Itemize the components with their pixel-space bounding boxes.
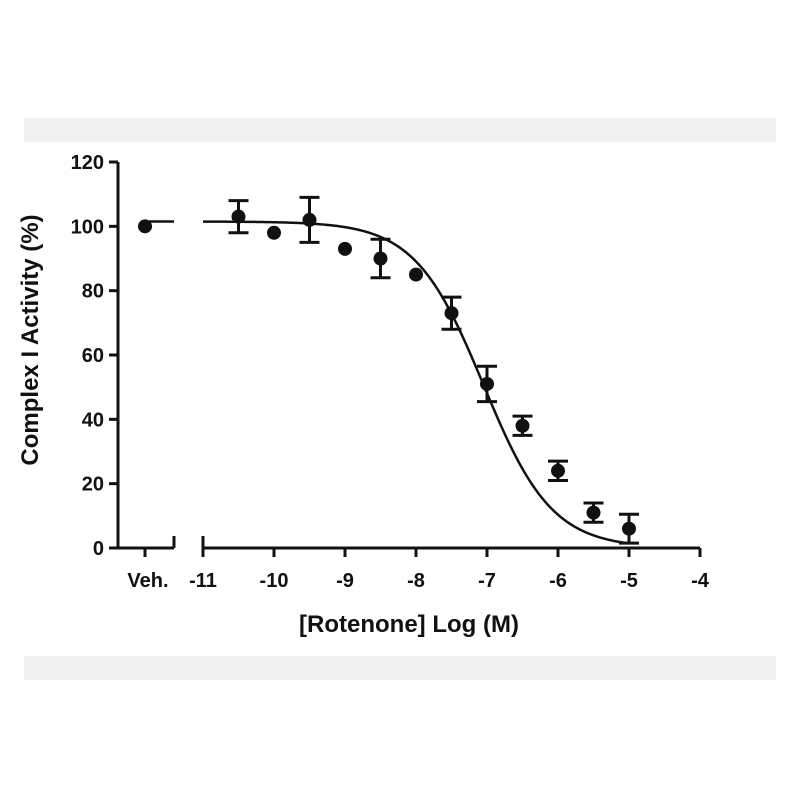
x-tick-label: -11	[189, 570, 217, 592]
x-tick-label: -6	[549, 570, 567, 592]
bottom-band	[24, 656, 776, 680]
vehicle-data-point	[138, 219, 152, 234]
data-point	[480, 376, 494, 391]
vehicle-tick: Veh.	[127, 548, 169, 592]
fit-curve	[149, 220, 630, 545]
x-tick-label: -7	[478, 570, 496, 592]
x-ticks: -11 -10 -9 -8 -7 -6 -5 -4	[172, 536, 710, 592]
y-axis-title: Complex I Activity (%)	[17, 214, 44, 465]
fit-curve-line	[203, 220, 630, 545]
y-tick-label: 40	[82, 409, 104, 431]
y-ticks: 0 20 40 60 80 100 120	[71, 152, 118, 560]
x-tick-label: -8	[407, 570, 425, 592]
data-point	[338, 241, 352, 256]
y-tick-label: 60	[82, 345, 104, 367]
y-tick-label: 120	[71, 152, 104, 174]
y-tick-label: 20	[82, 474, 104, 496]
data-point	[267, 225, 281, 240]
data-point	[444, 306, 459, 321]
data-point	[515, 418, 530, 433]
vehicle-tick-label: Veh.	[127, 570, 168, 592]
error-bars	[228, 195, 639, 545]
data-point	[586, 505, 601, 520]
y-tick-label: 80	[82, 281, 104, 303]
x-tick-label: -4	[691, 570, 710, 592]
x-tick-label: -9	[336, 570, 354, 592]
x-tick-label: -5	[620, 570, 638, 592]
data-point	[231, 209, 246, 224]
data-point	[409, 267, 423, 282]
y-tick-label: 0	[93, 538, 104, 560]
data-point	[622, 521, 636, 536]
data-point	[551, 463, 565, 478]
x-tick-label: -10	[260, 570, 289, 592]
axes	[116, 162, 700, 550]
data-point	[373, 251, 388, 266]
x-axis-title: [Rotenone] Log (M)	[299, 611, 519, 638]
y-tick-label: 100	[71, 216, 104, 238]
data-point	[302, 212, 317, 227]
data-points	[138, 209, 636, 536]
top-band	[24, 118, 776, 142]
